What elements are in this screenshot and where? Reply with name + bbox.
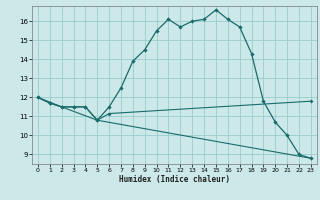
X-axis label: Humidex (Indice chaleur): Humidex (Indice chaleur): [119, 175, 230, 184]
